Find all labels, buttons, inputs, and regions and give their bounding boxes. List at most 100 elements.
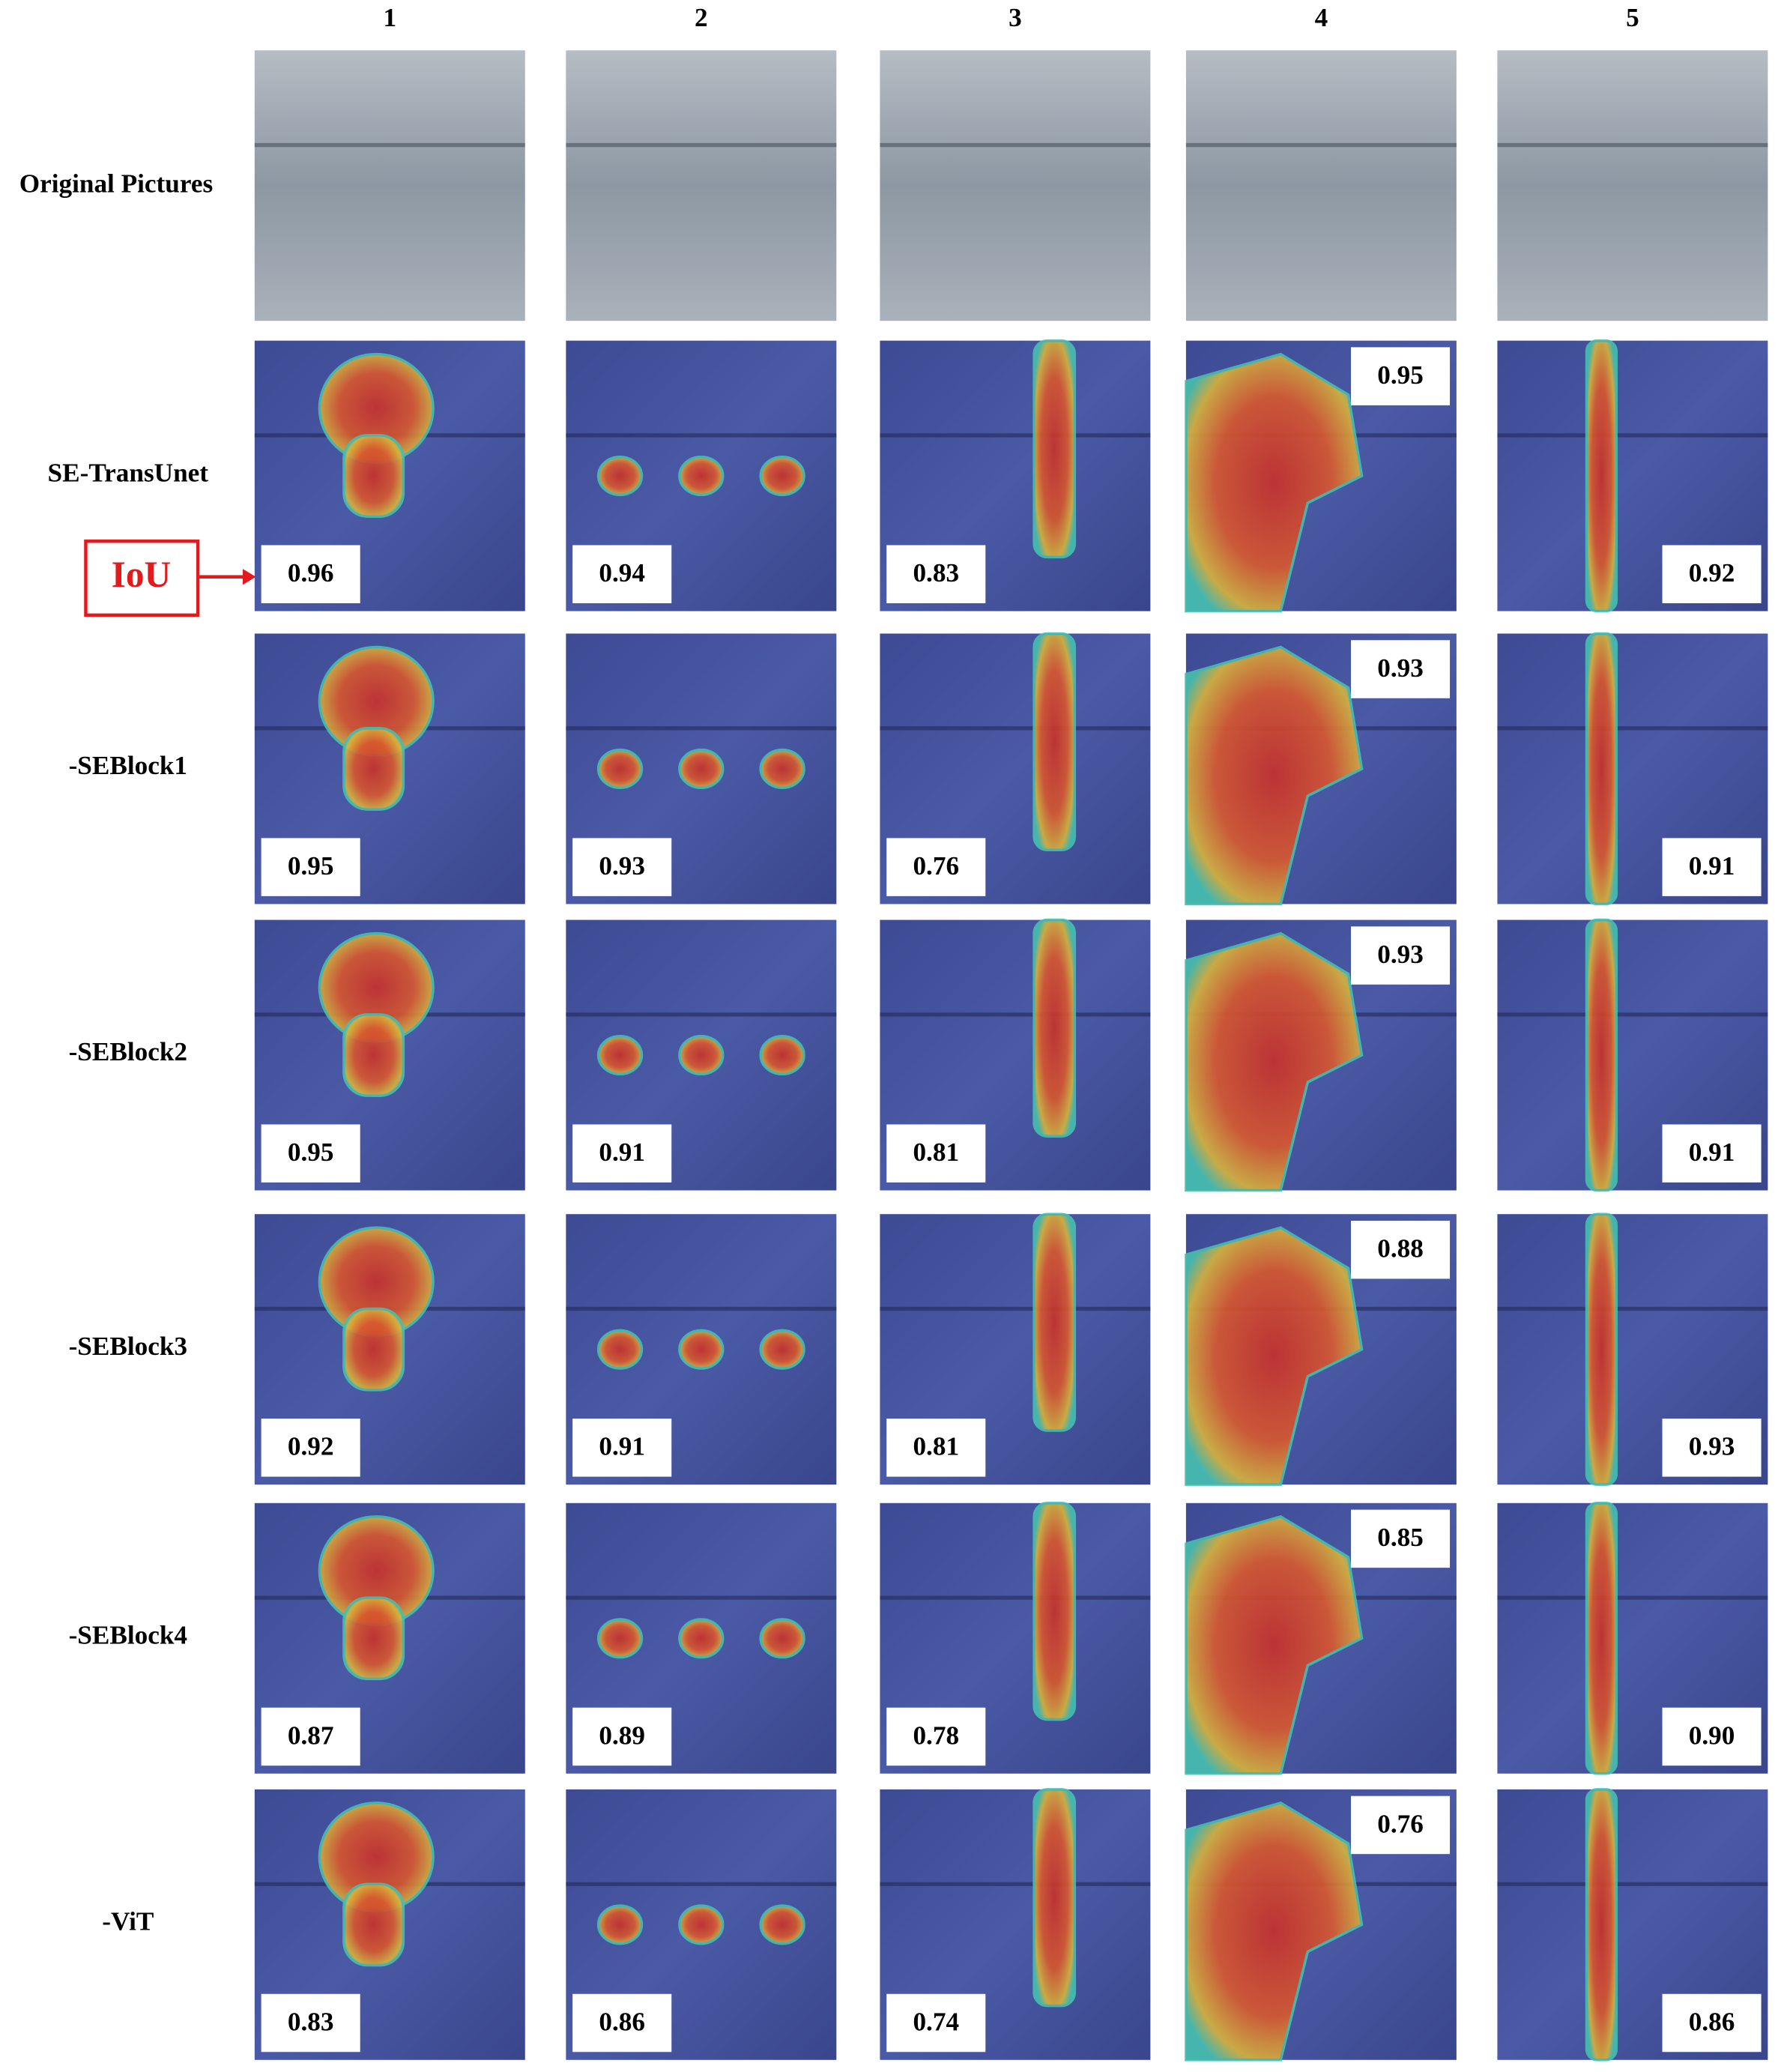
iou-value: 0.92 <box>288 1432 334 1461</box>
heat-region <box>596 1329 644 1370</box>
iou-box <box>261 1124 360 1183</box>
heat-region <box>1032 1502 1077 1721</box>
iou-box <box>1662 838 1762 896</box>
column-header: 5 <box>1626 3 1639 32</box>
iou-box <box>1350 1795 1451 1855</box>
heat-region <box>678 1618 725 1659</box>
heat-region <box>342 727 405 811</box>
heat-region <box>1032 632 1077 851</box>
heat-region <box>759 748 805 789</box>
column-header: 1 <box>383 3 396 32</box>
iou-box <box>1662 1419 1762 1477</box>
heat-region <box>1185 1226 1364 1486</box>
iou-box <box>261 545 360 603</box>
original-image <box>566 50 837 321</box>
iou-value: 0.94 <box>599 558 645 588</box>
heat-region <box>1585 918 1618 1192</box>
iou-value: 0.91 <box>1689 1138 1735 1167</box>
heat-region <box>596 456 644 497</box>
iou-value: 0.86 <box>1689 2007 1735 2036</box>
iou-value: 0.95 <box>288 851 334 881</box>
heat-region <box>1032 918 1077 1138</box>
heat-region <box>1185 1801 1364 2062</box>
heat-region <box>759 1035 805 1076</box>
iou-value: 0.85 <box>1377 1523 1424 1552</box>
row-label: -SEBlock4 <box>69 1620 187 1649</box>
iou-value: 0.89 <box>599 1721 645 1750</box>
heat-region <box>342 1596 405 1681</box>
iou-box <box>886 1707 986 1766</box>
original-image <box>1497 50 1768 321</box>
iou-value: 0.95 <box>288 1138 334 1167</box>
iou-box <box>1662 1124 1762 1183</box>
heat-region <box>759 1904 805 1945</box>
heat-region <box>1585 1212 1618 1486</box>
row-label: -SEBlock1 <box>69 751 187 780</box>
iou-box <box>572 1124 672 1183</box>
iou-value: 0.92 <box>1689 558 1735 588</box>
iou-value: 0.88 <box>1377 1234 1424 1263</box>
heat-region <box>1185 1514 1364 1775</box>
iou-value: 0.93 <box>1377 940 1424 969</box>
row-label: Original Pictures <box>19 169 213 199</box>
heat-region <box>678 1035 725 1076</box>
iou-box <box>1350 640 1451 698</box>
heat-region <box>1032 1788 1077 2008</box>
iou-value: 0.81 <box>913 1432 959 1461</box>
iou-value: 0.76 <box>913 851 959 881</box>
row-label: -SEBlock3 <box>69 1332 187 1361</box>
heat-region <box>596 1035 644 1076</box>
heat-region <box>342 1013 405 1097</box>
iou-box <box>572 1419 672 1477</box>
iou-value: 0.74 <box>913 2007 959 2036</box>
heat-region <box>342 434 405 518</box>
iou-value: 0.83 <box>288 2007 334 2036</box>
heat-region <box>678 456 725 497</box>
iou-value: 0.93 <box>1689 1432 1735 1461</box>
heat-region <box>678 748 725 789</box>
iou-box <box>261 838 360 896</box>
iou-value: 0.95 <box>1377 360 1424 390</box>
heat-region <box>759 1618 805 1659</box>
heat-region <box>678 1329 725 1370</box>
iou-box <box>886 1419 986 1477</box>
heat-region <box>596 1618 644 1659</box>
heat-region <box>1585 632 1618 906</box>
iou-value: 0.76 <box>1377 1809 1424 1838</box>
iou-box <box>886 1124 986 1183</box>
heat-region <box>1032 1212 1077 1432</box>
heat-region <box>1585 1502 1618 1775</box>
iou-box <box>572 1707 672 1766</box>
iou-value: 0.86 <box>599 2007 645 2036</box>
heat-region <box>759 456 805 497</box>
heat-region <box>1185 931 1364 1192</box>
iou-box <box>261 1419 360 1477</box>
iou-value: 0.91 <box>1689 851 1735 881</box>
heat-region <box>342 1882 405 1967</box>
heat-region <box>342 1307 405 1392</box>
column-header: 2 <box>695 3 708 32</box>
iou-box <box>1662 1993 1762 2053</box>
iou-box <box>1350 1509 1451 1568</box>
iou-value: 0.93 <box>1377 653 1424 683</box>
iou-box <box>1350 1221 1451 1279</box>
iou-box <box>886 838 986 896</box>
iou-box <box>886 545 986 603</box>
iou-box <box>1662 545 1762 603</box>
iou-value: 0.90 <box>1689 1721 1735 1750</box>
iou-value: 0.96 <box>288 558 334 588</box>
row-label: -SEBlock2 <box>69 1037 187 1066</box>
annotation-label: IoU <box>112 554 171 595</box>
iou-value: 0.91 <box>599 1138 645 1167</box>
heat-region <box>1185 645 1364 906</box>
original-image <box>1185 50 1457 321</box>
iou-value: 0.83 <box>913 558 959 588</box>
annotation-box <box>84 540 200 617</box>
row-label: -ViT <box>102 1907 154 1936</box>
iou-box <box>572 545 672 603</box>
heat-region <box>678 1904 725 1945</box>
annotation-arrowhead <box>242 569 256 585</box>
iou-value: 0.91 <box>599 1432 645 1461</box>
iou-box <box>1350 926 1451 985</box>
